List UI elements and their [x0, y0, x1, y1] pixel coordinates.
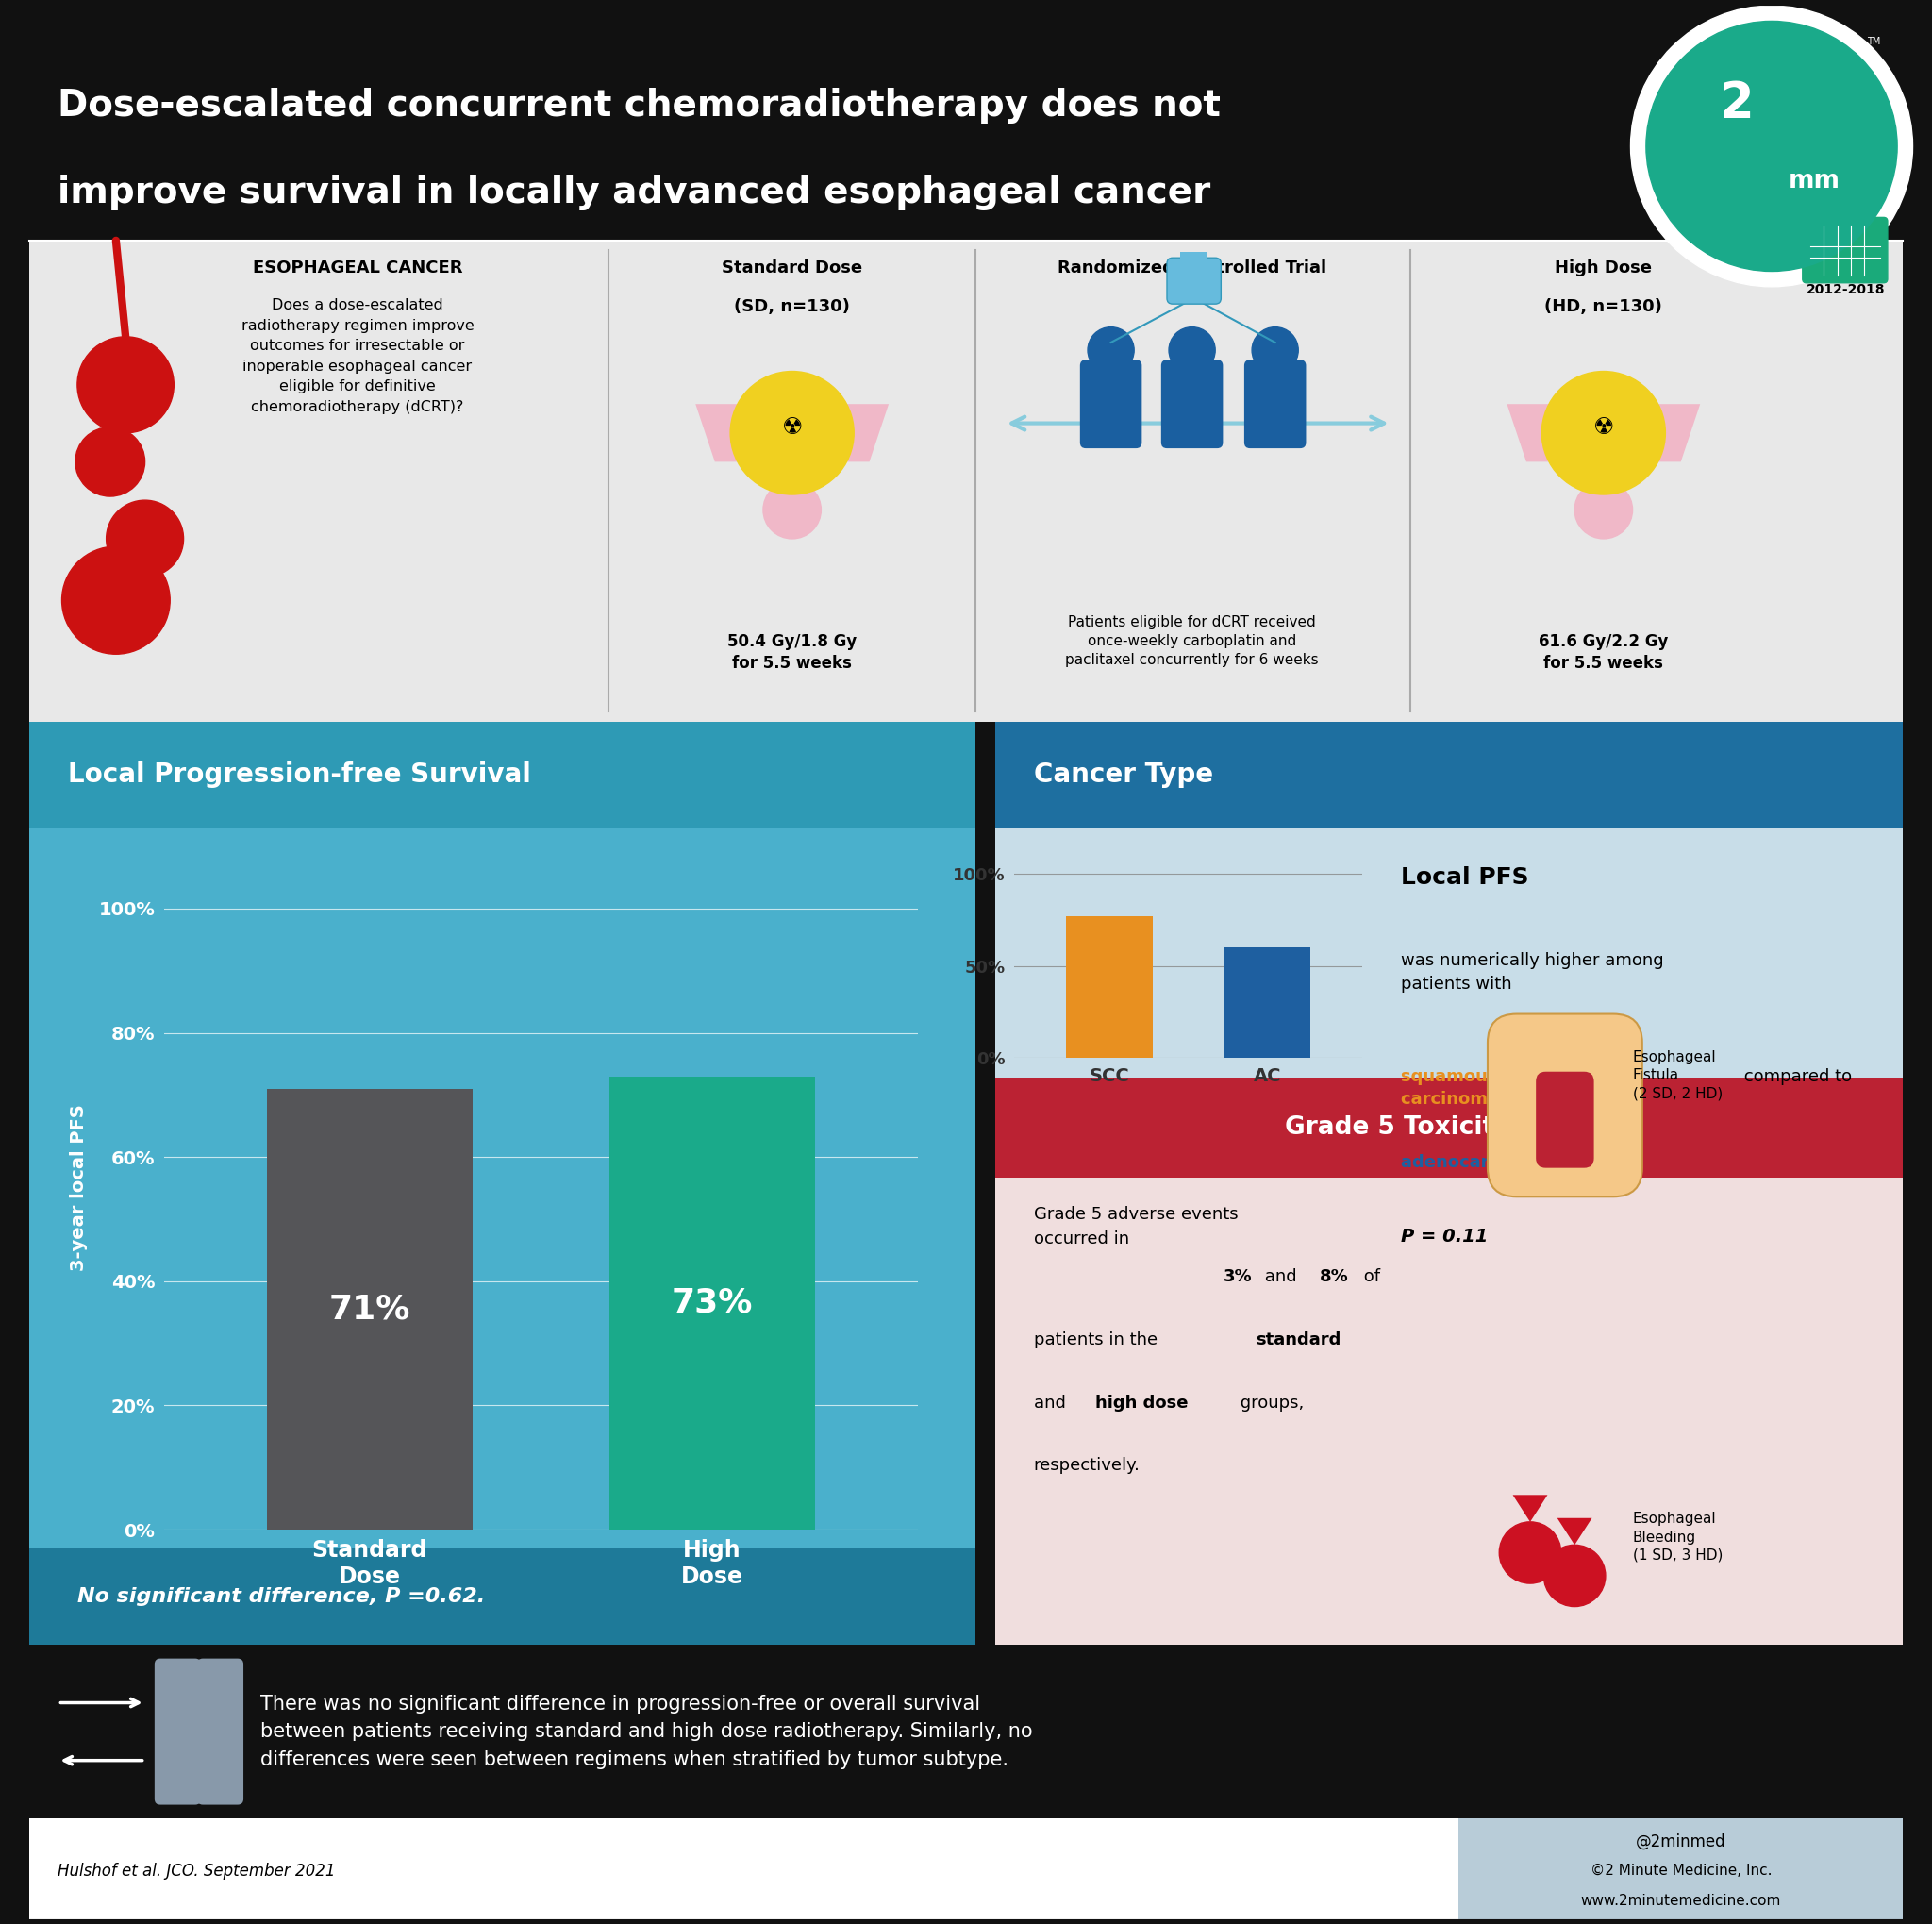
FancyBboxPatch shape: [995, 722, 1903, 827]
FancyBboxPatch shape: [29, 1818, 1903, 1924]
Text: Standard Dose: Standard Dose: [723, 260, 862, 277]
Text: No significant difference, P =0.62.: No significant difference, P =0.62.: [77, 1587, 485, 1607]
Circle shape: [106, 500, 184, 577]
Circle shape: [75, 427, 145, 496]
Text: www.2minutemedicine.com: www.2minutemedicine.com: [1580, 1893, 1781, 1909]
Text: high dose: high dose: [1095, 1395, 1188, 1412]
Text: Randomized Controlled Trial: Randomized Controlled Trial: [1057, 260, 1327, 277]
Circle shape: [1575, 481, 1633, 539]
Text: respectively.: respectively.: [1034, 1456, 1140, 1474]
Text: There was no significant difference in progression-free or overall survival
betw: There was no significant difference in p…: [261, 1695, 1034, 1768]
Text: High Dose: High Dose: [1555, 260, 1652, 277]
FancyBboxPatch shape: [29, 1645, 1903, 1818]
FancyBboxPatch shape: [1080, 360, 1142, 448]
Text: @2minmed: @2minmed: [1636, 1834, 1725, 1851]
Text: Esophageal
Fistula
(2 SD, 2 HD): Esophageal Fistula (2 SD, 2 HD): [1633, 1051, 1723, 1101]
Text: ©2 Minute Medicine, Inc.: ©2 Minute Medicine, Inc.: [1590, 1864, 1772, 1878]
FancyBboxPatch shape: [1180, 252, 1208, 264]
Text: adenocarcinoma (60%).: adenocarcinoma (60%).: [1401, 1154, 1627, 1172]
Circle shape: [763, 481, 821, 539]
Text: Hulshof et al. JCO. September 2021: Hulshof et al. JCO. September 2021: [58, 1862, 336, 1880]
Text: squamous cell
carcinomas (77%): squamous cell carcinomas (77%): [1401, 1068, 1571, 1108]
Text: patients in the: patients in the: [1034, 1331, 1163, 1349]
FancyBboxPatch shape: [29, 722, 976, 827]
FancyBboxPatch shape: [29, 1549, 976, 1645]
Circle shape: [77, 337, 174, 433]
Bar: [609, 1076, 815, 1530]
Text: 3%: 3%: [1223, 1268, 1252, 1285]
Text: and: and: [1034, 1395, 1070, 1412]
Bar: [267, 1089, 473, 1530]
Circle shape: [1646, 21, 1897, 271]
Text: Dose-escalated concurrent chemoradiotherapy does not: Dose-escalated concurrent chemoradiother…: [58, 89, 1221, 123]
FancyBboxPatch shape: [197, 1658, 243, 1805]
Text: Cancer Type: Cancer Type: [1034, 762, 1213, 787]
Text: and: and: [1260, 1268, 1302, 1285]
Text: Esophageal
Bleeding
(1 SD, 3 HD): Esophageal Bleeding (1 SD, 3 HD): [1633, 1512, 1723, 1562]
Text: of: of: [1358, 1268, 1379, 1285]
Circle shape: [1544, 1545, 1605, 1607]
FancyBboxPatch shape: [995, 1077, 1903, 1177]
Circle shape: [62, 546, 170, 654]
Text: Grade 5 Toxicity Events: Grade 5 Toxicity Events: [1285, 1116, 1613, 1139]
Text: Grade 5 adverse events
occurred in: Grade 5 adverse events occurred in: [1034, 1206, 1238, 1247]
Bar: [1066, 916, 1153, 1058]
Text: 2: 2: [1719, 79, 1754, 129]
Circle shape: [1631, 6, 1913, 287]
Circle shape: [1252, 327, 1298, 373]
Text: 73%: 73%: [672, 1287, 753, 1320]
FancyBboxPatch shape: [1488, 1014, 1642, 1197]
Polygon shape: [1507, 404, 1700, 462]
Text: 61.6 Gy/2.2 Gy
for 5.5 weeks: 61.6 Gy/2.2 Gy for 5.5 weeks: [1538, 633, 1669, 671]
Text: 50.4 Gy/1.8 Gy
for 5.5 weeks: 50.4 Gy/1.8 Gy for 5.5 weeks: [726, 633, 858, 671]
FancyBboxPatch shape: [29, 240, 1903, 722]
Text: (HD, n=130): (HD, n=130): [1546, 298, 1662, 316]
FancyBboxPatch shape: [1803, 217, 1888, 283]
Text: 2012-2018: 2012-2018: [1806, 283, 1886, 296]
FancyBboxPatch shape: [1244, 360, 1306, 448]
FancyBboxPatch shape: [1161, 360, 1223, 448]
Text: P = 0.11: P = 0.11: [1401, 1228, 1488, 1245]
FancyBboxPatch shape: [1459, 1818, 1903, 1924]
FancyBboxPatch shape: [29, 827, 976, 1549]
Bar: [1223, 949, 1310, 1058]
FancyBboxPatch shape: [995, 827, 1903, 1077]
FancyBboxPatch shape: [155, 1658, 201, 1805]
Y-axis label: 3-year local PFS: 3-year local PFS: [70, 1104, 89, 1272]
Polygon shape: [1557, 1518, 1592, 1545]
Circle shape: [1169, 327, 1215, 373]
Text: standard: standard: [1256, 1331, 1341, 1349]
Text: (SD, n=130): (SD, n=130): [734, 298, 850, 316]
Text: was numerically higher among
patients with: was numerically higher among patients wi…: [1401, 952, 1663, 993]
FancyBboxPatch shape: [1167, 258, 1221, 304]
Text: groups,: groups,: [1235, 1395, 1304, 1412]
Text: 71%: 71%: [328, 1293, 410, 1326]
Polygon shape: [1513, 1495, 1548, 1522]
Text: Patients eligible for dCRT received
once-weekly carboplatin and
paclitaxel concu: Patients eligible for dCRT received once…: [1065, 616, 1320, 668]
Text: ESOPHAGEAL CANCER: ESOPHAGEAL CANCER: [253, 260, 462, 277]
Text: improve survival in locally advanced esophageal cancer: improve survival in locally advanced eso…: [58, 175, 1211, 210]
Text: TM: TM: [1866, 37, 1882, 46]
FancyBboxPatch shape: [0, 0, 1932, 240]
Text: 8%: 8%: [1320, 1268, 1349, 1285]
Text: Local Progression-free Survival: Local Progression-free Survival: [68, 762, 531, 787]
Circle shape: [1088, 327, 1134, 373]
Text: Local PFS: Local PFS: [1401, 866, 1528, 889]
FancyBboxPatch shape: [1536, 1072, 1594, 1168]
Text: mm: mm: [1789, 169, 1839, 192]
Polygon shape: [696, 404, 889, 462]
Circle shape: [730, 371, 854, 494]
Text: ☢: ☢: [1594, 416, 1613, 439]
Circle shape: [1542, 371, 1665, 494]
FancyBboxPatch shape: [995, 1177, 1903, 1645]
Circle shape: [1499, 1522, 1561, 1583]
Text: ☢: ☢: [782, 416, 802, 439]
Text: compared to: compared to: [1739, 1068, 1853, 1085]
Text: Does a dose-escalated
radiotherapy regimen improve
outcomes for irresectable or
: Does a dose-escalated radiotherapy regim…: [242, 298, 473, 414]
